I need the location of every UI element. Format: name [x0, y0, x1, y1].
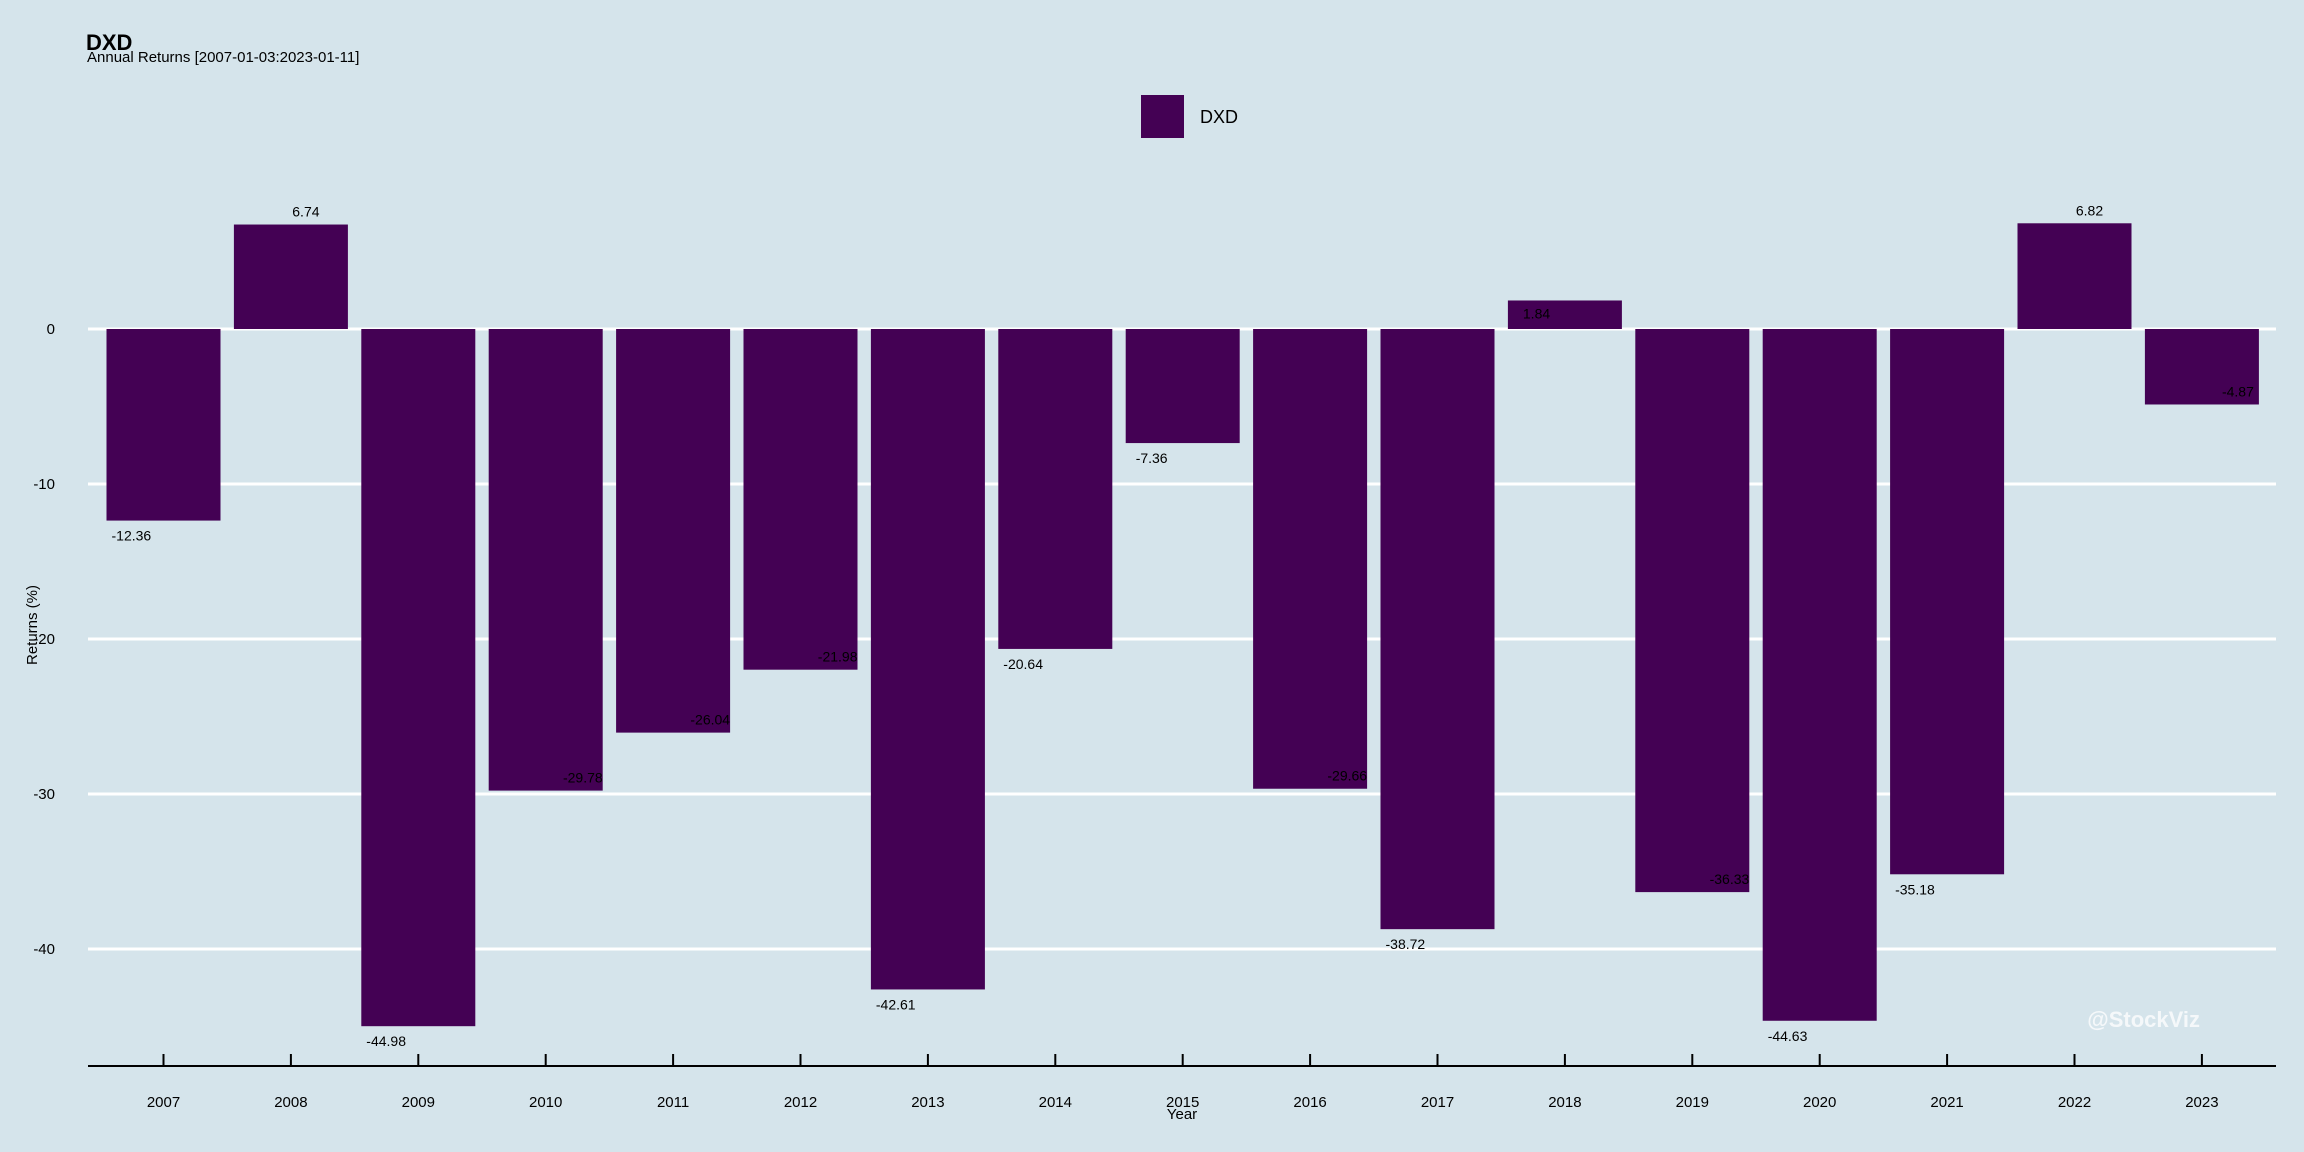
- x-ticks: 2007 2008 2009 2010 2011 2012 2013 2014 2015 2016…: [147, 1054, 2219, 1111]
- x-tick-label: 2018: [1548, 1094, 1581, 1111]
- y-tick-label: -20: [33, 631, 55, 648]
- bar-value-label: -29.66: [1327, 768, 1367, 784]
- bar-2012: [743, 329, 858, 670]
- bar-value-label: -38.72: [1386, 936, 1426, 952]
- bar-2007: [106, 329, 221, 521]
- bar-value-label: -7.36: [1136, 450, 1168, 466]
- x-tick-label: 2008: [274, 1094, 307, 1111]
- bar-2020: [1762, 329, 1877, 1021]
- y-tick-labels: 0 -10 -20 -30 -40: [33, 321, 55, 958]
- y-tick-label: -10: [33, 476, 55, 493]
- x-tick-label: 2015: [1166, 1094, 1199, 1111]
- bars: [106, 223, 2259, 1027]
- bar-value-label: 6.74: [292, 204, 319, 220]
- bar-value-label: -4.87: [2222, 383, 2254, 399]
- bar-2015: [1125, 329, 1240, 444]
- x-axis-title: Year: [1167, 1106, 1197, 1123]
- x-tick-label: 2007: [147, 1094, 180, 1111]
- x-tick-label: 2009: [402, 1094, 435, 1111]
- x-tick-label: 2017: [1421, 1094, 1454, 1111]
- bar-value-labels: -12.36 6.74 -44.98 -29.78 -26.04 -21.98 -42.61…: [112, 202, 2255, 1049]
- x-tick-label: 2020: [1803, 1094, 1836, 1111]
- bar-value-label: -36.33: [1710, 871, 1750, 887]
- watermark: @StockViz: [2087, 1007, 2200, 1032]
- bar-value-label: -44.98: [366, 1033, 406, 1049]
- y-tick-label: -40: [33, 941, 55, 958]
- bar-2019: [1635, 329, 1750, 893]
- x-tick-label: 2016: [1293, 1094, 1326, 1111]
- x-tick-label: 2013: [911, 1094, 944, 1111]
- x-tick-label: 2022: [2058, 1094, 2091, 1111]
- x-tick-label: 2010: [529, 1094, 562, 1111]
- bar-value-label: -26.04: [690, 712, 730, 728]
- bar-2014: [998, 329, 1113, 649]
- y-tick-label: -30: [33, 786, 55, 803]
- bar-2018: [1507, 300, 1622, 329]
- bar-2011: [616, 329, 731, 733]
- bar-value-label: -12.36: [112, 528, 152, 544]
- legend-swatch: [1141, 95, 1184, 138]
- bar-2016: [1253, 329, 1368, 789]
- y-tick-label: 0: [47, 321, 55, 338]
- bar-2010: [488, 329, 603, 791]
- legend: DXD: [1141, 95, 1238, 138]
- x-tick-label: 2019: [1676, 1094, 1709, 1111]
- x-tick-label: 2012: [784, 1094, 817, 1111]
- legend-label: DXD: [1200, 107, 1238, 127]
- x-tick-label: 2023: [2185, 1094, 2218, 1111]
- bar-2017: [1380, 329, 1495, 930]
- bar-2009: [361, 329, 476, 1027]
- bar-value-label: -35.18: [1895, 881, 1935, 897]
- bar-2021: [1890, 329, 2005, 875]
- bar-value-label: -44.63: [1768, 1028, 1808, 1044]
- bar-2023: [2144, 329, 2259, 405]
- bar-2022: [2017, 223, 2132, 329]
- bar-value-label: -42.61: [876, 996, 916, 1012]
- bar-value-label: 1.84: [1523, 305, 1550, 321]
- x-tick-label: 2011: [657, 1094, 689, 1111]
- x-tick-label: 2021: [1930, 1094, 1963, 1111]
- chart-title: DXD: [86, 30, 132, 55]
- bar-value-label: -21.98: [818, 649, 858, 665]
- bar-value-label: -20.64: [1003, 656, 1043, 672]
- bar-2013: [870, 329, 985, 990]
- chart-subtitle: Annual Returns [2007-01-03:2023-01-11]: [87, 49, 359, 66]
- y-axis-title: Returns (%): [24, 585, 41, 665]
- bar-value-label: 6.82: [2076, 202, 2103, 218]
- bar-2008: [233, 224, 348, 329]
- x-tick-label: 2014: [1039, 1094, 1072, 1111]
- bar-value-label: -29.78: [563, 770, 603, 786]
